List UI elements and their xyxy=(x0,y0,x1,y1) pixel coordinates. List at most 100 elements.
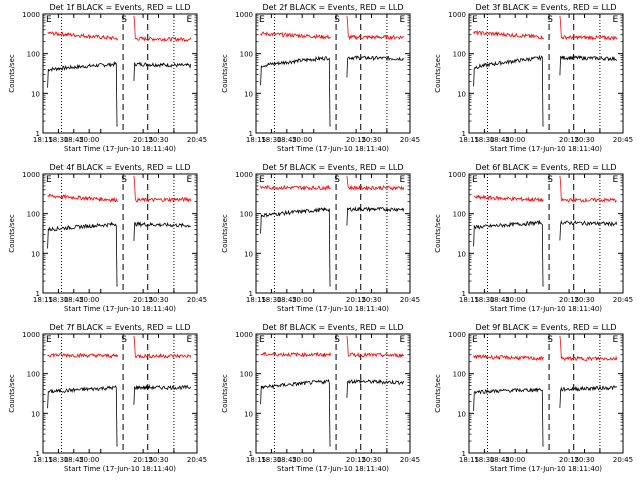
end-marker-label: E xyxy=(472,175,478,185)
detector-panel-9: Det 9f BLACK = Events, RED = LLD 1 10 100 10… xyxy=(426,320,639,480)
detector-panel-3: Det 3f BLACK = Events, RED = LLD 1 10 100 10… xyxy=(426,0,639,160)
y-tick-label: 100 xyxy=(27,371,40,379)
y-tick-label: 100 xyxy=(27,211,40,219)
panel-plot: Det 4f BLACK = Events, RED = LLD 1 10 100 10… xyxy=(8,163,207,313)
x-tick-label: 20:45 xyxy=(400,456,420,464)
x-tick-label: 18:15 xyxy=(246,456,266,464)
y-tick-label: 100 xyxy=(453,371,466,379)
y-axis-label: Counts/sec xyxy=(8,374,16,413)
axes-frame xyxy=(255,333,411,454)
lld-series-line xyxy=(133,175,192,203)
events-series-line xyxy=(133,61,192,82)
x-tick-label: 20:15 xyxy=(133,456,153,464)
x-tick-label: 18:45 xyxy=(277,456,297,464)
axes-frame xyxy=(42,333,198,454)
axes-frame xyxy=(468,333,624,454)
end-marker-label: E xyxy=(399,335,405,345)
x-tick-label: 20:00 xyxy=(505,456,525,464)
panel-plot: Det 5f BLACK = Events, RED = LLD 1 10 100 10… xyxy=(221,163,420,313)
end-marker-label: E xyxy=(186,335,192,345)
x-tick-label: 20:30 xyxy=(361,456,381,464)
x-tick-label: 20:30 xyxy=(361,136,381,144)
x-tick-label: 18:30 xyxy=(261,456,281,464)
y-tick-label: 10 xyxy=(31,250,40,258)
lld-series-line xyxy=(260,351,332,358)
x-tick-label: 20:45 xyxy=(400,136,420,144)
detector-panel-1: Det 1f BLACK = Events, RED = LLD 1 10 100 10… xyxy=(0,0,213,160)
end-marker-label: E xyxy=(472,335,478,345)
panel-plot: Det 8f BLACK = Events, RED = LLD 1 10 100 10… xyxy=(221,323,420,473)
panel-plot: Det 2f BLACK = Events, RED = LLD 1 10 100 10… xyxy=(221,3,420,153)
axes-frame xyxy=(468,173,624,294)
end-marker-label: E xyxy=(612,175,618,185)
axes-frame xyxy=(42,13,198,134)
x-tick-label: 20:15 xyxy=(559,296,579,304)
lld-series-line xyxy=(47,30,119,41)
axes-frame xyxy=(255,173,411,294)
detector-panel-4: Det 4f BLACK = Events, RED = LLD 1 10 100 10… xyxy=(0,160,213,320)
start-marker-label: S xyxy=(334,175,340,185)
events-series-line xyxy=(559,384,618,409)
y-tick-label: 1 xyxy=(36,130,40,138)
events-series-line xyxy=(346,55,405,78)
x-tick-label: 20:00 xyxy=(79,136,99,144)
y-axis-label: Counts/sec xyxy=(221,214,229,253)
start-marker-label: S xyxy=(334,15,340,25)
x-tick-label: 20:00 xyxy=(292,296,312,304)
x-tick-label: 20:45 xyxy=(613,456,633,464)
x-tick-label: 18:45 xyxy=(64,136,84,144)
x-tick-label: 18:30 xyxy=(48,136,68,144)
x-tick-label: 18:30 xyxy=(261,136,281,144)
x-tick-label: 20:15 xyxy=(559,136,579,144)
panel-plot: Det 7f BLACK = Events, RED = LLD 1 10 100 10… xyxy=(8,323,207,473)
lld-series-line xyxy=(346,175,405,192)
x-tick-label: 20:30 xyxy=(148,456,168,464)
x-axis-label: Start Time (17-Jun-10 18:11:40) xyxy=(64,145,176,153)
x-tick-label: 20:45 xyxy=(187,296,207,304)
x-tick-label: 20:45 xyxy=(613,296,633,304)
y-tick-label: 1000 xyxy=(22,11,40,19)
x-axis-label: Start Time (17-Jun-10 18:11:40) xyxy=(490,145,602,153)
x-tick-label: 20:00 xyxy=(292,136,312,144)
end-marker-label: E xyxy=(612,335,618,345)
panel-title: Det 5f BLACK = Events, RED = LLD xyxy=(262,163,403,172)
x-tick-label: 18:15 xyxy=(33,136,53,144)
end-marker-label: E xyxy=(46,15,52,25)
events-series-line xyxy=(260,55,331,127)
end-marker-label: E xyxy=(259,335,265,345)
x-tick-label: 18:45 xyxy=(277,296,297,304)
end-marker-label: E xyxy=(46,175,52,185)
y-axis-label: Counts/sec xyxy=(8,214,16,253)
y-tick-label: 10 xyxy=(31,410,40,418)
start-marker-label: S xyxy=(547,15,553,25)
x-tick-label: 18:30 xyxy=(48,456,68,464)
y-tick-label: 1 xyxy=(462,130,466,138)
panel-title: Det 7f BLACK = Events, RED = LLD xyxy=(49,323,190,332)
end-marker-label: E xyxy=(259,15,265,25)
x-tick-label: 20:00 xyxy=(505,136,525,144)
x-tick-label: 20:15 xyxy=(346,456,366,464)
x-tick-label: 20:15 xyxy=(133,136,153,144)
panel-plot: Det 1f BLACK = Events, RED = LLD 1 10 100 10… xyxy=(8,3,207,153)
y-tick-label: 1000 xyxy=(235,171,253,179)
x-tick-label: 18:15 xyxy=(33,456,53,464)
end-marker-label: E xyxy=(399,15,405,25)
y-tick-label: 1000 xyxy=(235,11,253,19)
lld-series-line xyxy=(260,184,331,192)
panel-plot: Det 6f BLACK = Events, RED = LLD 1 10 100 10… xyxy=(434,163,633,313)
start-marker-label: S xyxy=(121,335,127,345)
x-tick-label: 18:15 xyxy=(246,296,266,304)
y-tick-label: 10 xyxy=(457,410,466,418)
x-tick-label: 20:15 xyxy=(346,296,366,304)
y-tick-label: 1 xyxy=(462,450,466,458)
lld-series-line xyxy=(559,335,618,362)
x-tick-label: 20:30 xyxy=(574,136,594,144)
events-series-line xyxy=(559,54,618,76)
events-series-line xyxy=(47,60,118,127)
x-tick-label: 20:30 xyxy=(361,296,381,304)
y-tick-label: 100 xyxy=(240,371,253,379)
x-tick-label: 18:30 xyxy=(474,456,494,464)
panel-title: Det 2f BLACK = Events, RED = LLD xyxy=(262,3,403,12)
y-tick-label: 100 xyxy=(27,51,40,59)
